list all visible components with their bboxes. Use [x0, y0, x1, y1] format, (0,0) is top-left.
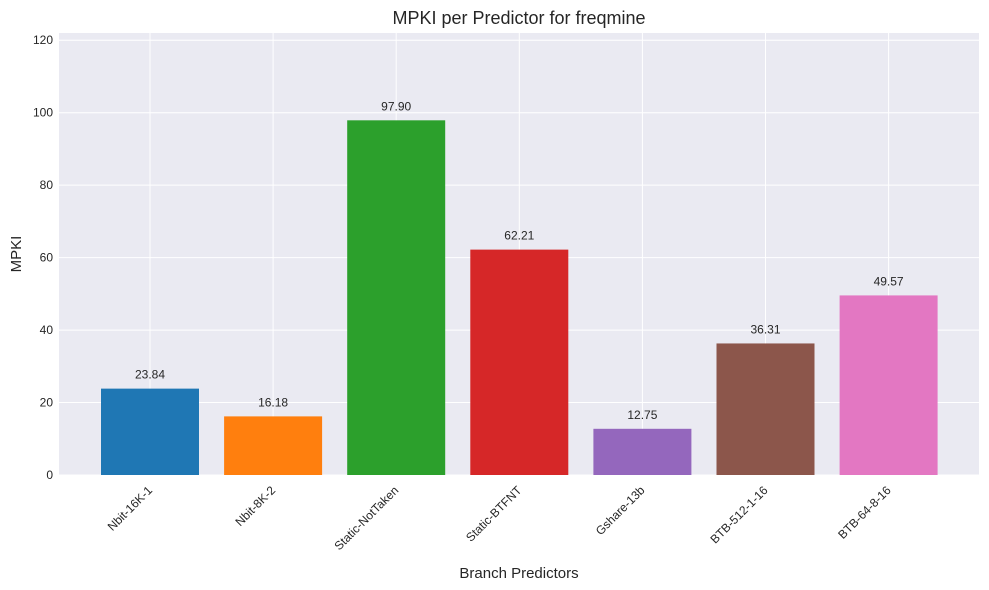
- y-tick-label: 40: [40, 323, 54, 337]
- y-tick-label: 80: [40, 178, 54, 192]
- y-tick-label: 20: [40, 396, 54, 410]
- bar-value-label: 97.90: [381, 99, 411, 113]
- bar: [839, 295, 938, 475]
- bar: [593, 428, 692, 475]
- x-ticks: Nbit-16K-1 Nbit-8K-2 Static-NotTaken Static…: [105, 483, 894, 553]
- bar: [347, 120, 446, 476]
- x-axis-label: Branch Predictors: [459, 565, 578, 582]
- y-tick-label: 60: [40, 251, 54, 265]
- y-tick-label: 100: [33, 106, 53, 120]
- bar: [224, 416, 323, 475]
- bar-value-label: 49.57: [874, 274, 904, 288]
- x-tick-label: Gshare-13b: [593, 483, 648, 538]
- bar-value-label: 12.75: [627, 408, 657, 422]
- bar: [101, 388, 199, 475]
- y-tick-label: 0: [46, 468, 53, 482]
- y-ticks: 0 20 40 60 80 100 120: [33, 33, 53, 482]
- x-tick-label: Static-NotTaken: [332, 483, 402, 553]
- bar: [470, 249, 569, 475]
- bar-value-label: 23.84: [135, 368, 165, 382]
- x-tick-label: Static-BTFNT: [463, 483, 525, 545]
- bars: [101, 120, 938, 476]
- bar-value-label: 62.21: [504, 229, 534, 243]
- bar: [716, 343, 815, 475]
- y-tick-label: 120: [33, 33, 53, 47]
- x-tick-label: Nbit-8K-2: [232, 483, 278, 529]
- chart-title: MPKI per Predictor for freqmine: [392, 8, 645, 28]
- bar-value-label: 36.31: [750, 322, 780, 336]
- bar-value-label: 16.18: [258, 395, 288, 409]
- x-tick-label: BTB-512-1-16: [707, 483, 770, 546]
- x-tick-label: BTB-64-8-16: [835, 483, 894, 542]
- y-axis-label: MPKI: [8, 236, 25, 273]
- x-tick-label: Nbit-16K-1: [105, 483, 156, 534]
- value-labels: 23.84 16.18 97.90 62.21 12.75 36.31 49.57: [135, 99, 904, 421]
